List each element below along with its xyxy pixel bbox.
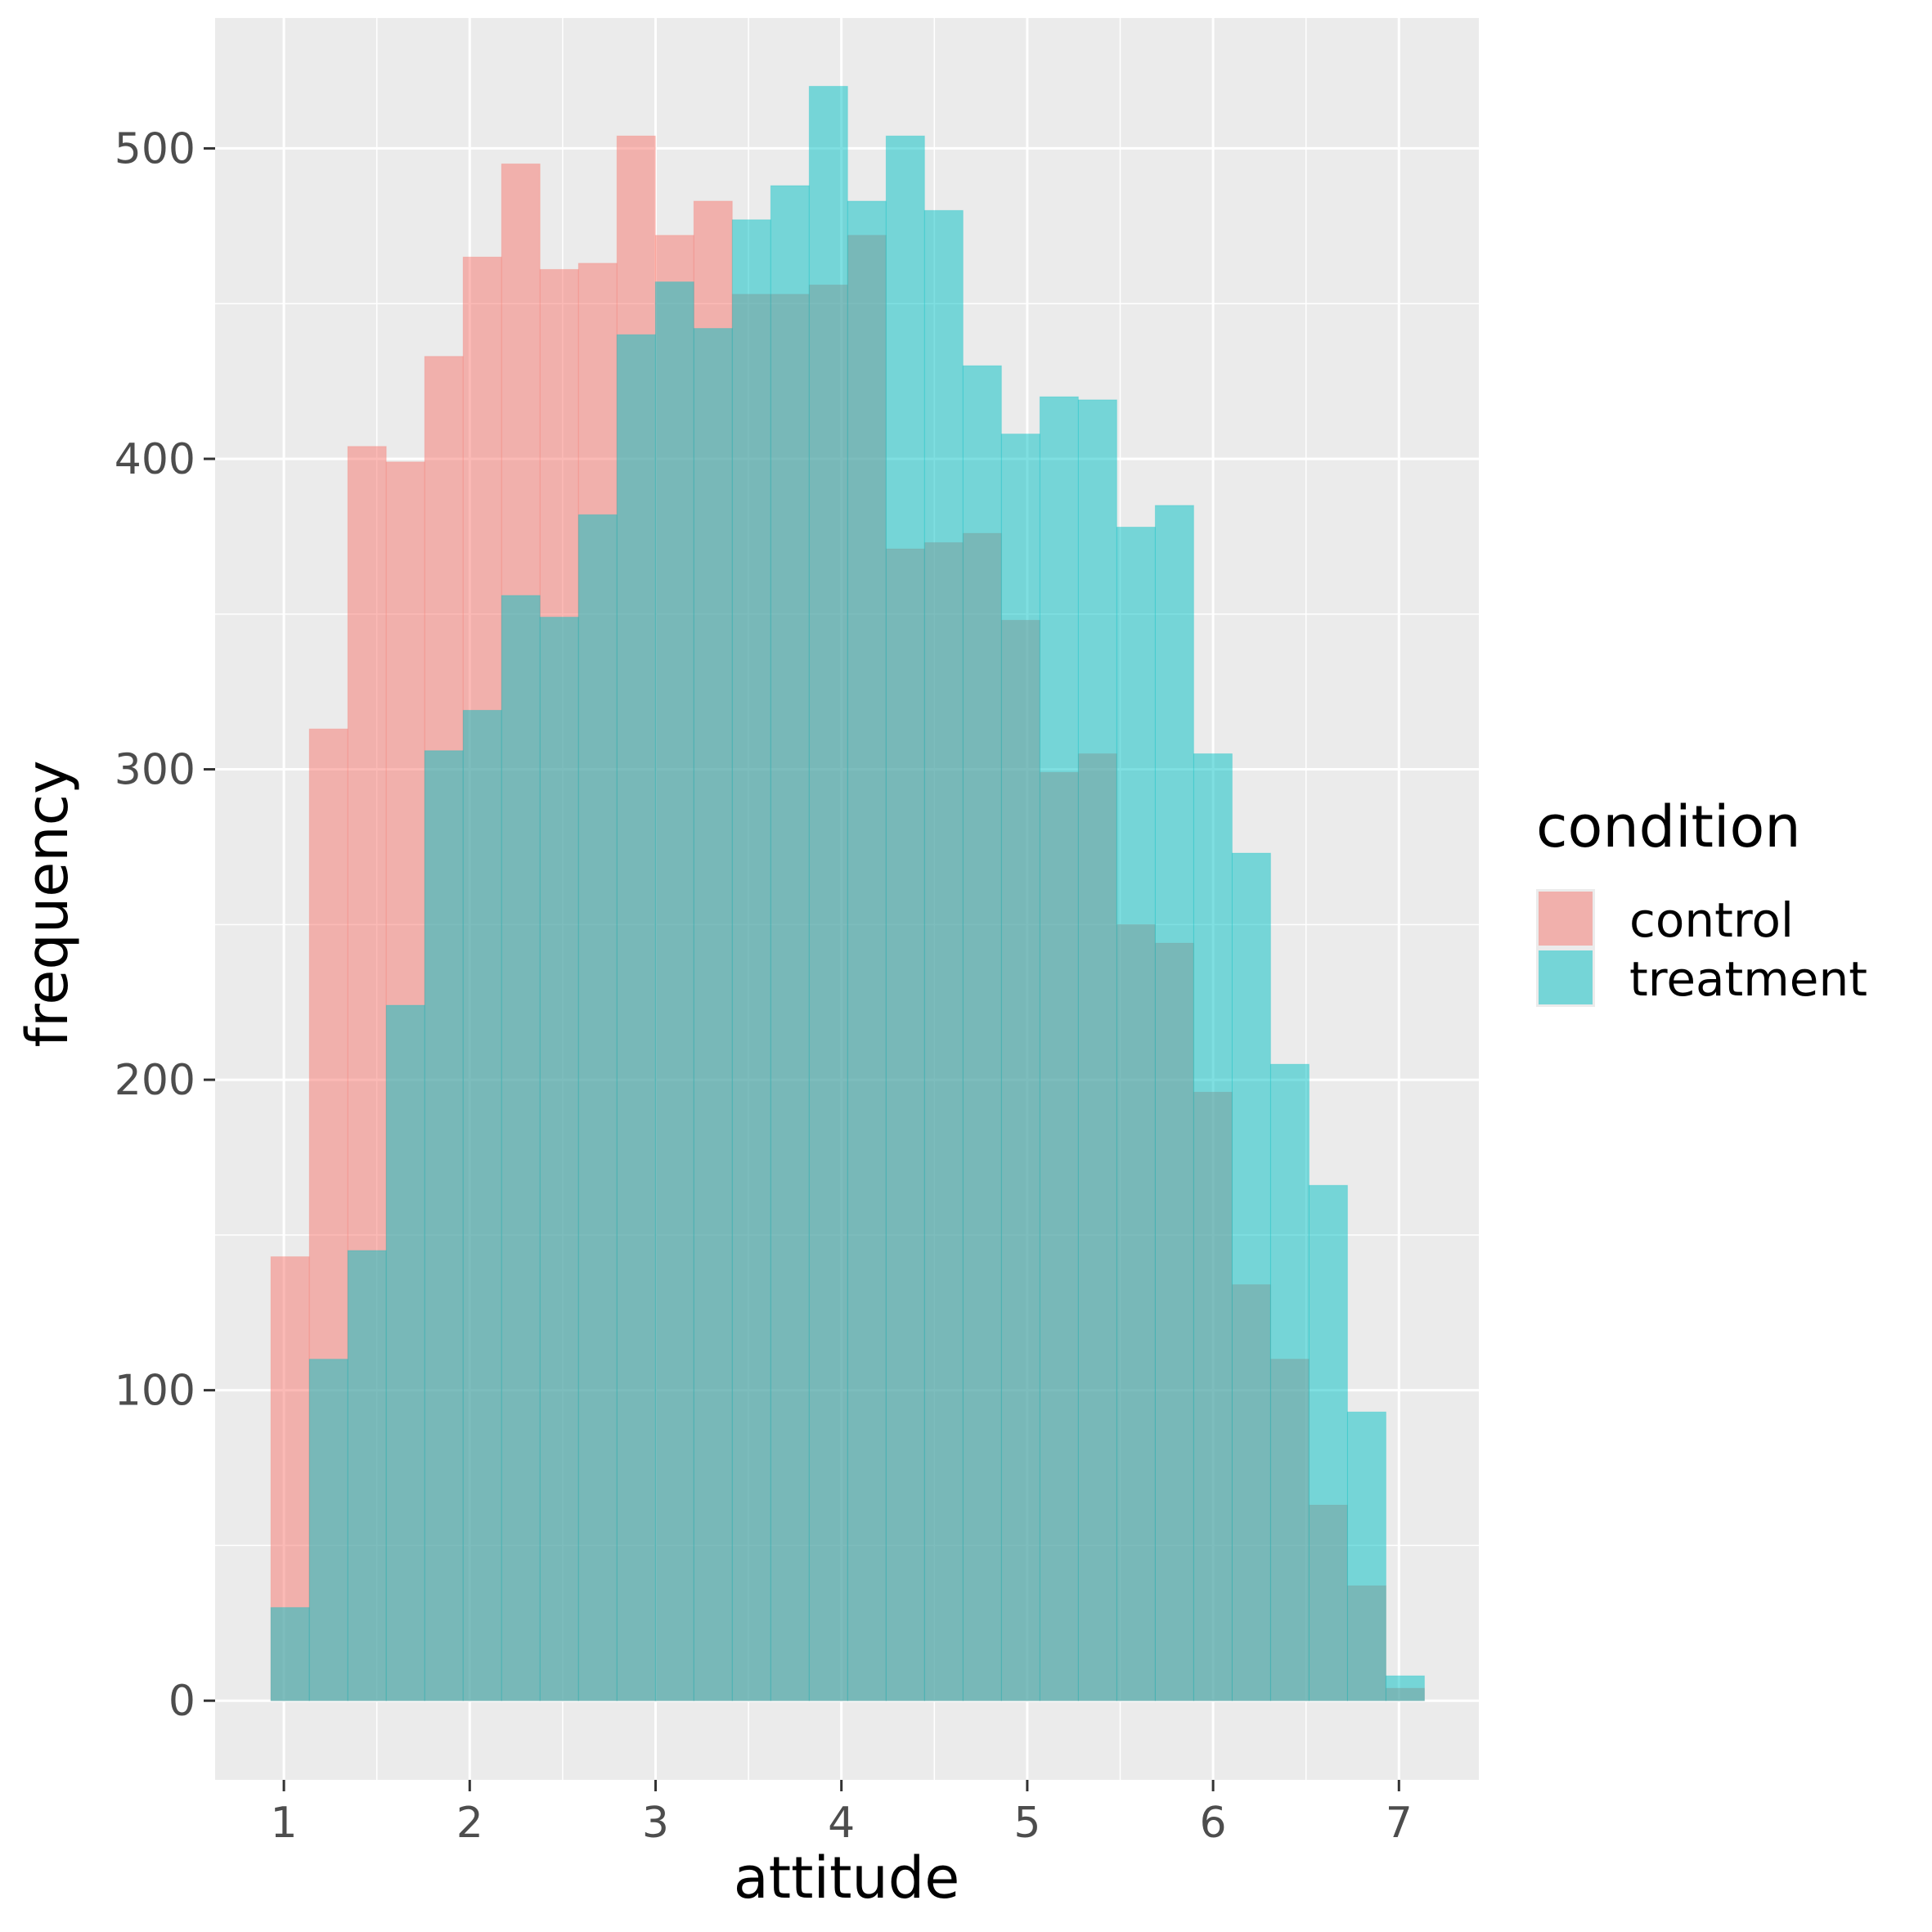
series-treatment-bars: [270, 86, 1425, 1701]
legend-label-control: control: [1629, 892, 1794, 948]
bar-treatment-6: [501, 595, 541, 1701]
legend-label-treatment: treatment: [1629, 951, 1867, 1007]
bar-treatment-15: [847, 200, 887, 1701]
y-tick-label: 400: [115, 435, 195, 484]
bar-treatment-11: [693, 328, 733, 1701]
bar-treatment-9: [616, 334, 656, 1701]
x-tick-label: 3: [642, 1799, 669, 1848]
bar-treatment-12: [731, 219, 771, 1701]
bar-treatment-5: [462, 709, 502, 1701]
bar-treatment-14: [808, 86, 848, 1701]
bar-treatment-2: [347, 1250, 387, 1701]
y-tick-label: 200: [115, 1056, 195, 1105]
y-axis: 0 100 200 300 400 500: [115, 124, 215, 1726]
bar-treatment-10: [654, 281, 694, 1701]
bar-treatment-17: [923, 209, 964, 1701]
bar-treatment-28: [1346, 1411, 1386, 1701]
x-tick-label: 1: [271, 1799, 298, 1848]
bar-treatment-22: [1116, 526, 1156, 1701]
bar-treatment-24: [1193, 753, 1233, 1701]
y-tick-label: 0: [168, 1677, 195, 1726]
bar-treatment-20: [1039, 396, 1079, 1701]
y-tick-label: 500: [115, 124, 195, 173]
legend-swatch-treatment: [1539, 950, 1593, 1004]
x-tick-label: 2: [456, 1799, 483, 1848]
bar-treatment-25: [1231, 852, 1271, 1701]
legend-title: condition: [1536, 793, 1801, 860]
bar-treatment-4: [424, 750, 464, 1701]
x-tick-label: 6: [1200, 1799, 1227, 1848]
x-tick-label: 7: [1386, 1799, 1413, 1848]
legend: condition control treatment: [1536, 793, 1867, 1007]
x-tick-label: 4: [828, 1799, 855, 1848]
y-axis-title: frequency: [14, 760, 81, 1047]
bar-treatment-23: [1154, 505, 1194, 1701]
bar-treatment-16: [885, 135, 925, 1701]
bar-treatment-0: [270, 1606, 310, 1701]
bar-treatment-1: [308, 1359, 348, 1701]
x-axis-title: attitude: [734, 1844, 960, 1912]
bar-treatment-13: [770, 185, 810, 1701]
x-axis: 1 2 3 4 5 6 7: [271, 1780, 1413, 1848]
bar-treatment-21: [1077, 399, 1117, 1701]
y-tick-label: 300: [115, 746, 195, 795]
bar-treatment-7: [539, 617, 579, 1701]
bar-treatment-29: [1385, 1675, 1425, 1701]
y-tick-label: 100: [115, 1367, 195, 1416]
bar-treatment-18: [962, 365, 1002, 1701]
x-tick-label: 5: [1013, 1799, 1040, 1848]
bar-treatment-3: [385, 1004, 425, 1701]
bar-treatment-27: [1308, 1184, 1348, 1701]
bar-treatment-26: [1269, 1063, 1310, 1701]
bar-treatment-8: [577, 514, 618, 1701]
bar-treatment-19: [1000, 434, 1040, 1701]
legend-swatch-control: [1539, 892, 1593, 946]
